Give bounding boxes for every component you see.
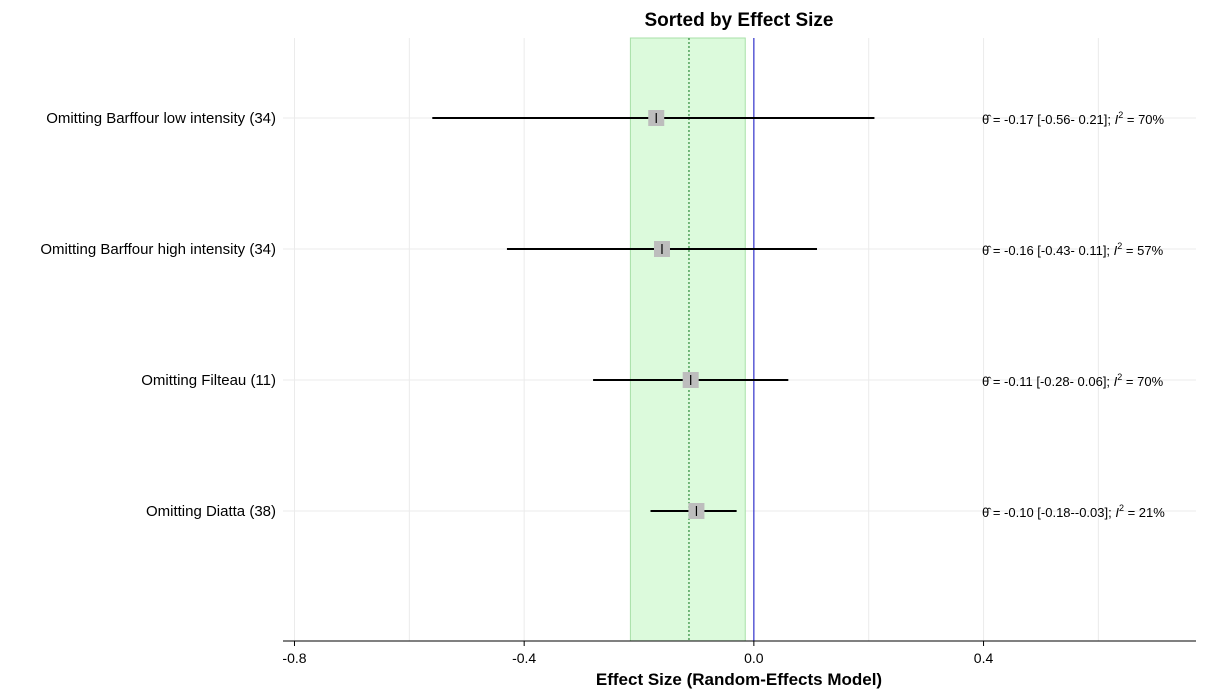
chart-title: Sorted by Effect Size: [645, 10, 834, 31]
ci-band-layer: [629, 37, 746, 642]
pooled-ci-band: [629, 37, 746, 642]
theta-hat-symbol: θ̂: [982, 505, 992, 520]
annotation-prefix: = -0.11 [-0.28- 0.06];: [989, 374, 1113, 389]
row-label: Omitting Barffour low intensity (34): [46, 110, 276, 127]
annotation-prefix: = -0.16 [-0.43- 0.11];: [989, 243, 1113, 258]
x-tick-label-3: 0.4: [974, 650, 994, 666]
i-squared-superscript: 2: [1117, 241, 1122, 251]
row-1: Omitting Barffour high intensity (34) θ̂ …: [40, 241, 1164, 258]
x-tick-label-2: 0.0: [744, 650, 764, 666]
theta-hat-symbol: θ̂: [982, 112, 992, 127]
annotation-suffix: = 70%: [1123, 112, 1164, 127]
x-tick-label-0: -0.8: [282, 650, 306, 666]
x-axis: -0.8 -0.4 0.0 0.4: [282, 640, 1196, 666]
row-label: Omitting Diatta (38): [146, 503, 276, 520]
row-2: Omitting Filteau (11) θ̂ = -0.11 [-0.28- …: [141, 372, 1164, 389]
annotation-suffix: = 57%: [1122, 243, 1163, 258]
annotation-suffix: = 21%: [1124, 505, 1165, 520]
x-tick-label-1: -0.4: [512, 650, 536, 666]
annotation-suffix: = 70%: [1122, 374, 1163, 389]
row-label: Omitting Filteau (11): [141, 372, 276, 389]
i-squared-superscript: 2: [1118, 110, 1123, 120]
row-annotation: θ̂ = -0.16 [-0.43- 0.11]; I2 = 57%: [982, 241, 1164, 258]
theta-hat-symbol: θ̂: [982, 243, 992, 258]
row-annotation: θ̂ = -0.17 [-0.56- 0.21]; I2 = 70%: [982, 110, 1165, 127]
reference-lines-layer: [688, 38, 755, 641]
theta-hat-symbol: θ̂: [982, 374, 992, 389]
row-0: Omitting Barffour low intensity (34) θ̂ =…: [46, 110, 1165, 127]
row-3: Omitting Diatta (38) θ̂ = -0.10 [-0.18--0…: [146, 503, 1165, 520]
annotation-prefix: = -0.17 [-0.56- 0.21];: [989, 112, 1114, 127]
i-squared-superscript: 2: [1119, 503, 1124, 513]
i-squared-symbol: I: [1114, 374, 1118, 389]
i-squared-symbol: I: [1115, 505, 1119, 520]
row-annotation: θ̂ = -0.11 [-0.28- 0.06]; I2 = 70%: [982, 372, 1164, 389]
i-squared-superscript: 2: [1117, 372, 1122, 382]
rows-layer: Omitting Barffour low intensity (34) θ̂ =…: [40, 110, 1165, 520]
x-axis-label: Effect Size (Random-Effects Model): [596, 670, 882, 689]
row-label: Omitting Barffour high intensity (34): [40, 241, 276, 258]
i-squared-symbol: I: [1114, 243, 1118, 258]
row-annotation: θ̂ = -0.10 [-0.18--0.03]; I2 = 21%: [982, 503, 1165, 520]
annotation-prefix: = -0.10 [-0.18--0.03];: [989, 505, 1115, 520]
i-squared-symbol: I: [1115, 112, 1119, 127]
